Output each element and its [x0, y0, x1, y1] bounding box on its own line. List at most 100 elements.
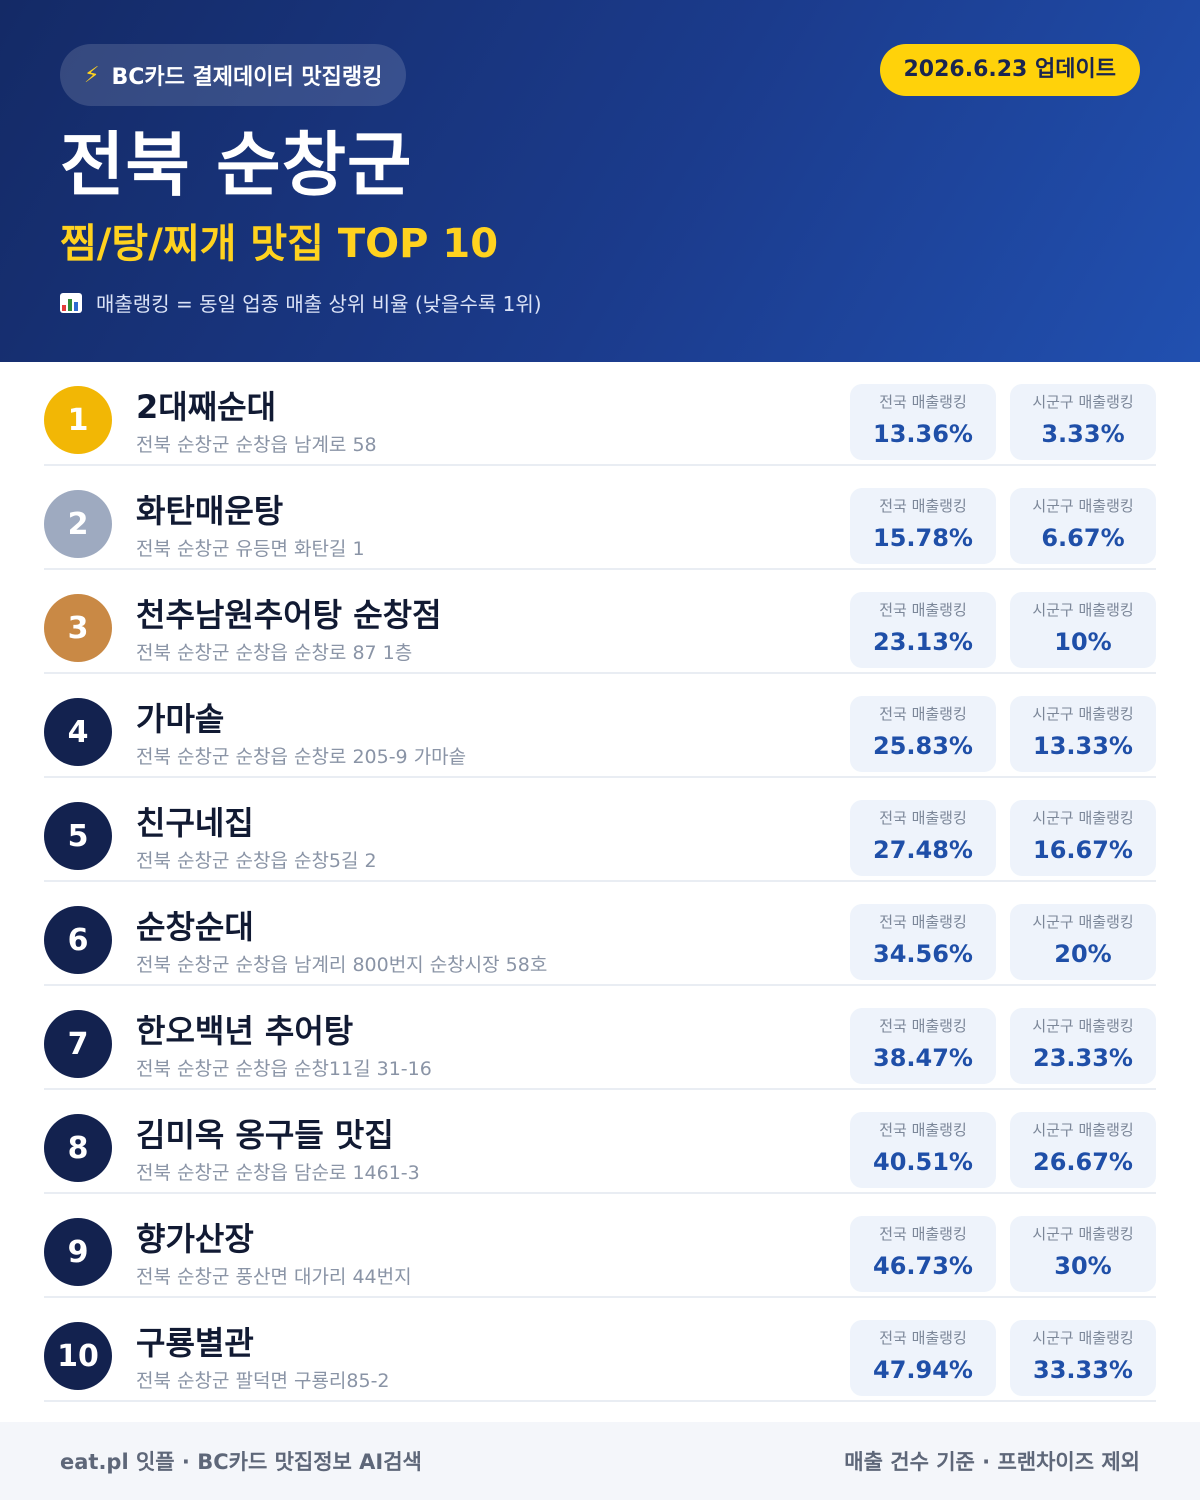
- national-ranking-label: 전국 매출랭킹: [879, 497, 967, 515]
- restaurant-name[interactable]: 향가산장: [136, 1220, 254, 1258]
- restaurant-address: 전북 순창군 유등면 화탄길 1: [136, 538, 365, 560]
- national-ranking-box: 전국 매출랭킹 47.94%: [850, 1320, 996, 1396]
- rank-badge: 1: [44, 386, 112, 454]
- restaurant-name[interactable]: 천추남원추어탕 순창점: [136, 596, 442, 634]
- rank-badge: 5: [44, 802, 112, 870]
- local-ranking-box: 시군구 매출랭킹 6.67%: [1010, 488, 1156, 564]
- local-ranking-value: 10%: [1054, 628, 1112, 656]
- local-ranking-label: 시군구 매출랭킹: [1032, 1225, 1134, 1243]
- national-ranking-box: 전국 매출랭킹 27.48%: [850, 800, 996, 876]
- restaurant-name[interactable]: 순창순대: [136, 908, 254, 946]
- local-ranking-value: 30%: [1054, 1252, 1112, 1280]
- local-ranking-value: 23.33%: [1033, 1044, 1133, 1072]
- page-title: 전북 순창군: [60, 124, 413, 206]
- restaurant-address: 전북 순창군 순창읍 순창5길 2: [136, 850, 377, 872]
- local-ranking-label: 시군구 매출랭킹: [1032, 913, 1134, 931]
- restaurant-name[interactable]: 친구네집: [136, 804, 254, 842]
- local-ranking-box: 시군구 매출랭킹 3.33%: [1010, 384, 1156, 460]
- local-ranking-box: 시군구 매출랭킹 26.67%: [1010, 1112, 1156, 1188]
- footer-criteria: 매출 건수 기준 · 프랜차이즈 제외: [844, 1450, 1140, 1474]
- local-ranking-value: 20%: [1054, 940, 1112, 968]
- list-item[interactable]: 9 향가산장 전북 순창군 풍산면 대가리 44번지 전국 매출랭킹 46.73% 시군구…: [44, 1194, 1156, 1298]
- local-ranking-value: 33.33%: [1033, 1356, 1133, 1384]
- rank-badge: 8: [44, 1114, 112, 1182]
- national-ranking-box: 전국 매출랭킹 34.56%: [850, 904, 996, 980]
- restaurant-name[interactable]: 구룡별관: [136, 1324, 254, 1362]
- header-banner: ⚡ BC카드 결제데이터 맛집랭킹 2026.6.23 업데이트 전북 순창군 …: [0, 0, 1200, 362]
- restaurant-address: 전북 순창군 순창읍 남계리 800번지 순창시장 58호: [136, 954, 548, 976]
- list-item[interactable]: 1 2대째순대 전북 순창군 순창읍 남계로 58 전국 매출랭킹 13.36% 시군구 …: [44, 362, 1156, 466]
- rank-badge: 3: [44, 594, 112, 662]
- national-ranking-value: 25.83%: [873, 732, 973, 760]
- rank-badge: 4: [44, 698, 112, 766]
- brand-label: BC카드 결제데이터 맛집랭킹: [111, 65, 383, 90]
- list-item[interactable]: 8 김미옥 옹구들 맛집 전북 순창군 순창읍 담순로 1461-3 전국 매출랭킹 4…: [44, 1090, 1156, 1194]
- restaurant-address: 전북 순창군 순창읍 순창11길 31-16: [136, 1058, 432, 1080]
- ranking-note-text: 매출랭킹 = 동일 업종 매출 상위 비율 (낮을수록 1위): [96, 292, 542, 316]
- local-ranking-label: 시군구 매출랭킹: [1032, 601, 1134, 619]
- restaurant-address: 전북 순창군 순창읍 순창로 205-9 가마솥: [136, 746, 467, 768]
- local-ranking-box: 시군구 매출랭킹 10%: [1010, 592, 1156, 668]
- national-ranking-box: 전국 매출랭킹 46.73%: [850, 1216, 996, 1292]
- local-ranking-value: 3.33%: [1041, 420, 1125, 448]
- national-ranking-value: 15.78%: [873, 524, 973, 552]
- restaurant-address: 전북 순창군 풍산면 대가리 44번지: [136, 1266, 412, 1288]
- ranking-note: 매출랭킹 = 동일 업종 매출 상위 비율 (낮을수록 1위): [60, 288, 1140, 317]
- local-ranking-label: 시군구 매출랭킹: [1032, 393, 1134, 411]
- restaurant-name[interactable]: 김미옥 옹구들 맛집: [136, 1116, 394, 1154]
- local-ranking-label: 시군구 매출랭킹: [1032, 1017, 1134, 1035]
- brand-pill: ⚡ BC카드 결제데이터 맛집랭킹: [60, 44, 407, 106]
- local-ranking-label: 시군구 매출랭킹: [1032, 497, 1134, 515]
- local-ranking-box: 시군구 매출랭킹 20%: [1010, 904, 1156, 980]
- restaurant-address: 전북 순창군 순창읍 순창로 87 1층: [136, 642, 413, 664]
- restaurant-name[interactable]: 가마솥: [136, 700, 225, 738]
- national-ranking-value: 27.48%: [873, 836, 973, 864]
- restaurant-list: 1 2대째순대 전북 순창군 순창읍 남계로 58 전국 매출랭킹 13.36% 시군구 …: [44, 362, 1156, 1402]
- national-ranking-box: 전국 매출랭킹 15.78%: [850, 488, 996, 564]
- local-ranking-box: 시군구 매출랭킹 16.67%: [1010, 800, 1156, 876]
- rank-badge: 2: [44, 490, 112, 558]
- local-ranking-label: 시군구 매출랭킹: [1032, 1121, 1134, 1139]
- local-ranking-value: 6.67%: [1041, 524, 1125, 552]
- national-ranking-value: 46.73%: [873, 1252, 973, 1280]
- footer: eat.pl 잇플 · BC카드 맛집정보 AI검색 매출 건수 기준 · 프랜…: [0, 1422, 1200, 1500]
- bar-chart-icon: [60, 292, 82, 313]
- local-ranking-box: 시군구 매출랭킹 33.33%: [1010, 1320, 1156, 1396]
- local-ranking-value: 13.33%: [1033, 732, 1133, 760]
- lightning-icon: ⚡: [84, 62, 100, 88]
- local-ranking-box: 시군구 매출랭킹 30%: [1010, 1216, 1156, 1292]
- local-ranking-box: 시군구 매출랭킹 13.33%: [1010, 696, 1156, 772]
- national-ranking-label: 전국 매출랭킹: [879, 1225, 967, 1243]
- local-ranking-label: 시군구 매출랭킹: [1032, 809, 1134, 827]
- restaurant-name[interactable]: 화탄매운탕: [136, 492, 284, 530]
- rank-badge: 7: [44, 1010, 112, 1078]
- list-item[interactable]: 10 구룡별관 전북 순창군 팔덕면 구룡리85-2 전국 매출랭킹 47.94% 시군구…: [44, 1298, 1156, 1402]
- national-ranking-value: 40.51%: [873, 1148, 973, 1176]
- restaurant-name[interactable]: 2대째순대: [136, 388, 277, 426]
- national-ranking-box: 전국 매출랭킹 38.47%: [850, 1008, 996, 1084]
- local-ranking-value: 16.67%: [1033, 836, 1133, 864]
- national-ranking-label: 전국 매출랭킹: [879, 601, 967, 619]
- rank-badge: 6: [44, 906, 112, 974]
- local-ranking-label: 시군구 매출랭킹: [1032, 705, 1134, 723]
- national-ranking-box: 전국 매출랭킹 13.36%: [850, 384, 996, 460]
- page-subtitle: 찜/탕/찌개 맛집 TOP 10: [60, 221, 499, 267]
- national-ranking-label: 전국 매출랭킹: [879, 1017, 967, 1035]
- restaurant-name[interactable]: 한오백년 추어탕: [136, 1012, 354, 1050]
- national-ranking-box: 전국 매출랭킹 40.51%: [850, 1112, 996, 1188]
- local-ranking-box: 시군구 매출랭킹 23.33%: [1010, 1008, 1156, 1084]
- national-ranking-box: 전국 매출랭킹 25.83%: [850, 696, 996, 772]
- national-ranking-value: 13.36%: [873, 420, 973, 448]
- national-ranking-label: 전국 매출랭킹: [879, 809, 967, 827]
- national-ranking-label: 전국 매출랭킹: [879, 1329, 967, 1347]
- national-ranking-label: 전국 매출랭킹: [879, 393, 967, 411]
- footer-source: eat.pl 잇플 · BC카드 맛집정보 AI검색: [60, 1450, 422, 1474]
- national-ranking-value: 38.47%: [873, 1044, 973, 1072]
- national-ranking-box: 전국 매출랭킹 23.13%: [850, 592, 996, 668]
